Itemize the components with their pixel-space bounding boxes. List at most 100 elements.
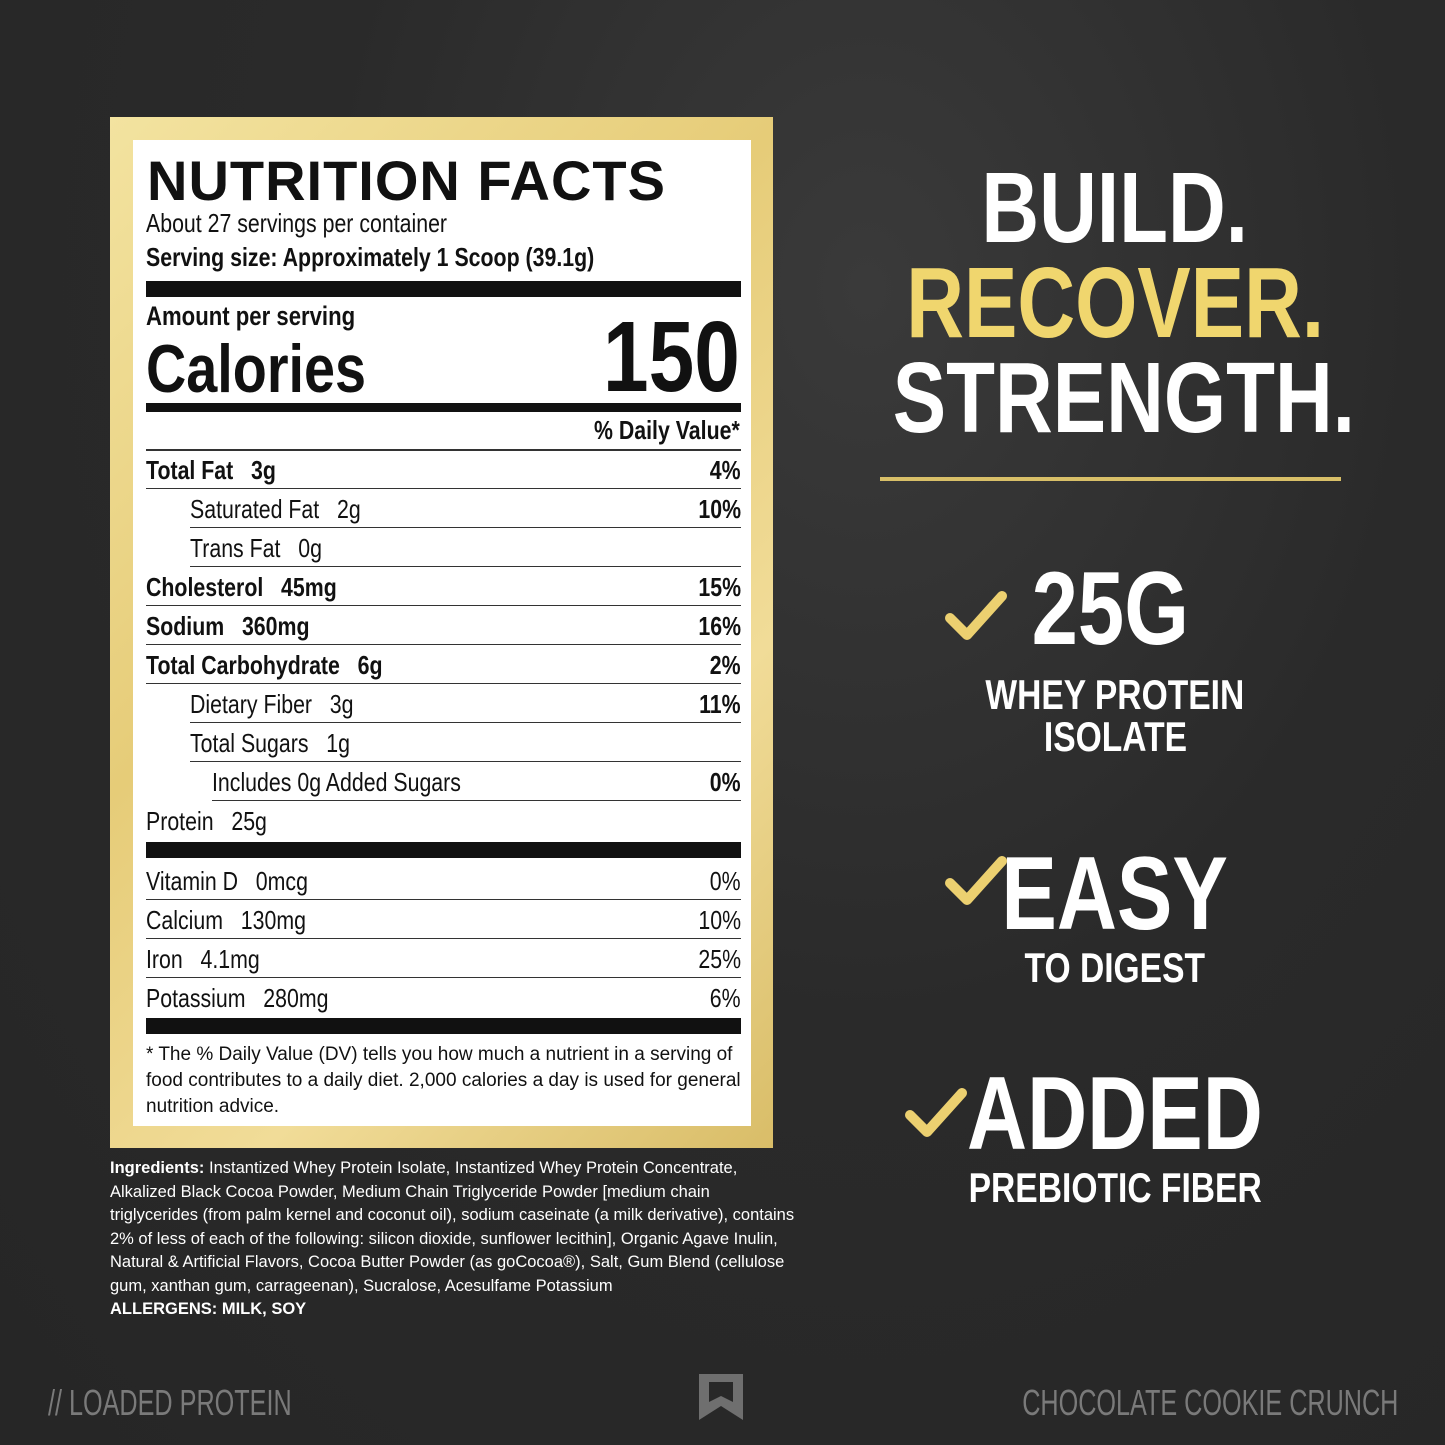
- ingredients: Ingredients: Instantized Whey Protein Is…: [110, 1157, 800, 1322]
- feature-small-text: WHEY PROTEIN: [985, 671, 1245, 718]
- tagline-line: RECOVER.: [835, 253, 1395, 353]
- nutrient-amount: 3g: [251, 455, 276, 485]
- nutrient-row: Total Sugars 1g: [190, 723, 741, 762]
- label-title: NUTRITION FACTS: [147, 149, 666, 212]
- nutrient-amount: 280mg: [263, 983, 329, 1013]
- nutrient-amount: 360mg: [241, 611, 310, 641]
- feature-big: ADDED: [835, 1062, 1395, 1166]
- nutrient-name: Potassium 280mg: [146, 983, 329, 1014]
- nutrient-label: Trans Fat: [190, 533, 281, 563]
- thick-rule: [146, 842, 741, 858]
- footer-left: // LOADED PROTEIN: [48, 1382, 396, 1424]
- nutrient-name: Sodium 360mg: [146, 611, 310, 642]
- nutrient-label: Total Carbohydrate: [146, 650, 340, 680]
- dv-header-text: % Daily Value*: [594, 415, 740, 445]
- nutrient-name: Trans Fat 0g: [190, 533, 322, 564]
- tagline-line: BUILD.: [835, 158, 1395, 258]
- nutrient-name: Cholesterol 45mg: [146, 572, 337, 603]
- checkmark: [945, 856, 1007, 905]
- nutrient-amount: 130mg: [240, 905, 306, 935]
- nutrient-dv: 16%: [698, 611, 741, 641]
- nutrient-row: Cholesterol 45mg 15%: [146, 567, 741, 606]
- feature-small: WHEY PROTEIN: [915, 674, 1315, 716]
- nutrient-row: Vitamin D 0mcg 0%: [146, 861, 741, 900]
- tagline-text: STRENGTH.: [892, 342, 1356, 454]
- servings: About 27 servings per container: [146, 208, 513, 239]
- feature-small-text: TO DIGEST: [1024, 944, 1206, 991]
- nutrient-amount: 4.1mg: [200, 944, 260, 974]
- nutrient-row: Sodium 360mg 16%: [146, 606, 741, 645]
- nutrient-amount: 6g: [357, 650, 383, 680]
- nutrient-row: Calcium 130mg 10%: [146, 900, 741, 939]
- footnote: * The % Daily Value (DV) tells you how m…: [146, 1044, 741, 1117]
- nutrient-name: Dietary Fiber 3g: [190, 689, 354, 720]
- feature-big-text: ADDED: [967, 1056, 1263, 1172]
- nutrient-dv: 6%: [710, 983, 741, 1013]
- nutrient-label: Calcium: [146, 905, 224, 935]
- nutrient-dv: 2%: [710, 650, 741, 680]
- nutrient-label: Total Sugars: [190, 728, 309, 758]
- nutrient-dv: 0%: [710, 767, 741, 797]
- amount-text: Amount per serving: [146, 301, 356, 331]
- nutrient-name: Total Fat 3g: [146, 455, 276, 486]
- nutrient-amount: 0mcg: [255, 866, 308, 896]
- nutrient-name: Protein 25g: [146, 806, 267, 837]
- nutrient-label: Includes 0g Added Sugars: [212, 767, 461, 797]
- nutrition-label: [133, 140, 751, 1126]
- tagline-line: STRENGTH.: [835, 348, 1395, 448]
- nutrient-row: Iron 4.1mg 25%: [146, 939, 741, 978]
- nutrient-label: Sodium: [146, 611, 225, 641]
- amount-per-serving: Amount per serving: [146, 301, 401, 332]
- nutrient-row: Total Carbohydrate 6g 2%: [146, 645, 741, 684]
- nutrient-label: Cholesterol: [146, 572, 264, 602]
- tagline-text: RECOVER.: [906, 247, 1324, 359]
- nutrient-name: Saturated Fat 2g: [190, 494, 361, 525]
- footer-left-text: // LOADED PROTEIN: [48, 1382, 292, 1423]
- tagline-text: BUILD.: [981, 152, 1249, 264]
- nutrient-name: Total Sugars 1g: [190, 728, 350, 759]
- feature-big-text: 25G: [1031, 551, 1189, 667]
- feature-big-text: EASY: [1001, 836, 1229, 952]
- footer-right: CHOCOLATE COOKIE CRUNCH: [861, 1382, 1398, 1424]
- nutrient-label: Protein: [146, 806, 214, 836]
- nutrient-dv: 25%: [698, 944, 741, 974]
- calories-value-text: 150: [603, 301, 740, 413]
- divider: [880, 477, 1341, 481]
- nutrient-label: Total Fat: [146, 455, 234, 485]
- ingredients-text: Instantized Whey Protein Isolate, Instan…: [110, 1159, 795, 1295]
- nutrient-label: Iron: [146, 944, 183, 974]
- nutrient-dv: 10%: [698, 494, 741, 524]
- allergens: ALLERGENS: MILK, SOY: [110, 1300, 307, 1318]
- checkmark: [905, 1088, 967, 1137]
- calories-label-text: Calories: [146, 331, 367, 407]
- nutrient-amount: 3g: [329, 689, 354, 719]
- feature-small-text: PREBIOTIC FIBER: [968, 1164, 1262, 1211]
- medium-rule: [146, 403, 741, 412]
- nutrient-amount: 2g: [336, 494, 361, 524]
- nutrient-amount: 0g: [298, 533, 322, 563]
- nutrient-row: Dietary Fiber 3g 11%: [190, 684, 741, 723]
- serving-size: Serving size: Approximately 1 Scoop (39.…: [146, 242, 693, 273]
- dv-header: % Daily Value*: [562, 415, 740, 446]
- calories-value: 150: [573, 300, 740, 415]
- thin-rule: [146, 449, 741, 451]
- feature-big: 25G: [830, 557, 1390, 661]
- nutrient-amount: 45mg: [281, 572, 337, 602]
- nutrient-row: Includes 0g Added Sugars 0%: [212, 762, 741, 801]
- nutrient-name: Calcium 130mg: [146, 905, 306, 936]
- ingredients-label: Ingredients:: [110, 1159, 205, 1177]
- nutrient-dv: 4%: [710, 455, 741, 485]
- servings-text: About 27 servings per container: [146, 208, 448, 238]
- brand-logo: [699, 1374, 743, 1420]
- feature-small: PREBIOTIC FIBER: [915, 1167, 1315, 1209]
- nutrient-amount: 1g: [326, 728, 351, 758]
- nutrient-label: Saturated Fat: [190, 494, 320, 524]
- nutrient-name: Total Carbohydrate 6g: [146, 650, 383, 681]
- nutrient-row: Protein 25g: [146, 801, 741, 839]
- footer-right-text: CHOCOLATE COOKIE CRUNCH: [1021, 1382, 1398, 1423]
- nutrient-row: Trans Fat 0g: [190, 528, 741, 567]
- nutrient-row: Potassium 280mg 6%: [146, 978, 741, 1016]
- calories-label: Calories: [146, 330, 414, 408]
- nutrient-name: Includes 0g Added Sugars: [212, 767, 461, 798]
